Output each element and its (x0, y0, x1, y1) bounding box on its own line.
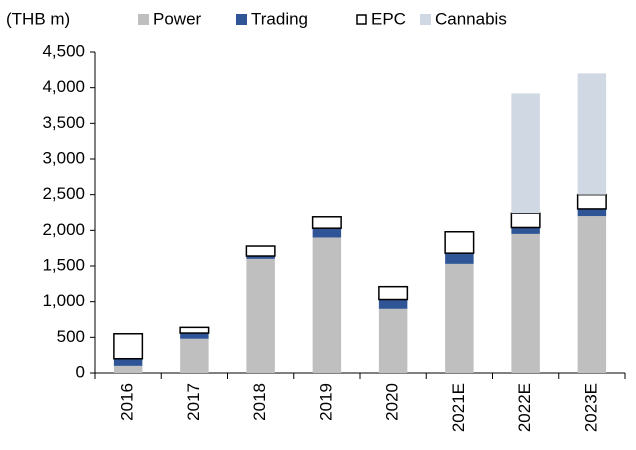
y-tick-label: 1,000 (42, 291, 85, 310)
bar-segment (246, 256, 275, 259)
y-tick-label: 4,500 (42, 41, 85, 60)
bar-segment (577, 216, 607, 373)
bar-segment (576, 193, 607, 210)
legend-label: Trading (251, 9, 308, 28)
legend-label: EPC (371, 9, 406, 28)
y-tick-label: 3,000 (42, 148, 85, 167)
legend-swatch (236, 14, 247, 25)
bar-segment (378, 299, 408, 309)
x-tick-label: 2020 (383, 383, 402, 421)
bar-segment (113, 358, 143, 366)
bar-segment (312, 228, 342, 238)
bar-segment (179, 326, 210, 334)
unit-label: (THB m) (6, 9, 70, 28)
bar-segment (444, 231, 475, 254)
bar-segment (113, 333, 144, 360)
y-tick-label: 2,000 (42, 220, 85, 239)
x-tick-label: 2016 (118, 383, 137, 421)
bar-segment (245, 245, 276, 257)
bar-segment (511, 93, 540, 214)
bar-segment (577, 73, 607, 195)
bar-segment (113, 365, 143, 373)
legend-swatch (420, 14, 431, 25)
x-tick-label: 2019 (316, 383, 335, 421)
x-tick-label: 2023E (581, 383, 600, 432)
legend-swatch (138, 14, 149, 25)
legend-swatch (356, 14, 367, 25)
bar-segment (246, 258, 275, 373)
y-tick-label: 1,500 (42, 255, 85, 274)
bar-segment (510, 212, 541, 229)
y-tick-label: 2,500 (42, 184, 85, 203)
x-tick-label: 2022E (515, 383, 534, 432)
bar-segment (445, 263, 474, 373)
bar-segment (511, 227, 540, 234)
bar-segment (445, 253, 474, 264)
bar-segment (180, 333, 209, 339)
bar-segment (311, 216, 342, 229)
bar-segment (577, 208, 607, 217)
y-tick-label: 0 (76, 362, 85, 381)
legend-label: Cannabis (435, 9, 507, 28)
bar-segment (378, 308, 408, 373)
x-tick-label: 2018 (250, 383, 269, 421)
y-tick-label: 500 (57, 327, 85, 346)
x-tick-label: 2017 (184, 383, 203, 421)
legend-label: Power (153, 9, 202, 28)
bar-segment (511, 233, 540, 373)
bar-segment (180, 338, 209, 373)
bar-segment (378, 285, 409, 301)
y-tick-label: 3,500 (42, 113, 85, 132)
bar-segment (312, 237, 342, 373)
y-tick-label: 4,000 (42, 77, 85, 96)
x-tick-label: 2021E (449, 383, 468, 432)
